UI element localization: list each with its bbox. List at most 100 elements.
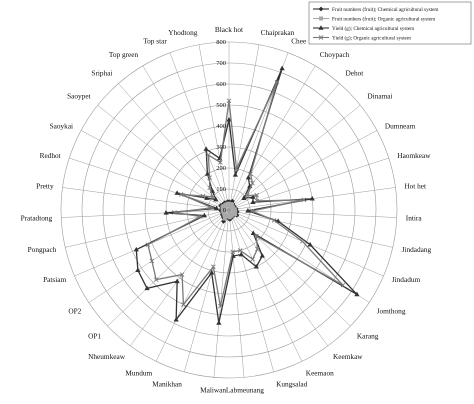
category-label: Manikhan <box>152 380 182 389</box>
tick-label: 100 <box>216 186 226 193</box>
series-2-point <box>173 316 179 322</box>
category-label: Maliwan <box>200 385 226 394</box>
category-label: Keemaon <box>306 369 334 378</box>
category-label: Choypach <box>320 50 350 59</box>
series-3-point <box>210 194 215 200</box>
category-label: OP2 <box>68 307 81 316</box>
series-3-point <box>250 256 256 262</box>
grid-spoke <box>228 209 245 378</box>
series-1-point <box>225 201 230 206</box>
series-2-point <box>213 196 219 202</box>
series-3-point <box>210 205 215 211</box>
series-3-point <box>340 282 346 288</box>
series-2-point <box>250 194 256 199</box>
category-label: Jomthong <box>377 307 406 316</box>
category-label: Labmeunang <box>226 385 264 394</box>
series-3-point <box>181 302 186 307</box>
grid-spoke <box>228 209 328 347</box>
series-3-line <box>147 81 344 307</box>
series-3-point <box>301 197 307 203</box>
category-label: OP1 <box>88 331 101 340</box>
tick-label: 700 <box>216 60 226 67</box>
legend: Fruit numbers (fruit); Chemical agricult… <box>308 1 472 45</box>
series-3-point <box>271 217 277 223</box>
series-3-point <box>207 175 212 180</box>
grid-spoke <box>107 209 230 327</box>
series-3-point <box>218 160 223 165</box>
series-3-point <box>178 192 184 197</box>
legend-box <box>308 1 472 45</box>
series-2-point <box>259 253 265 258</box>
series-2-point <box>238 251 244 257</box>
category-label: Yhodtong <box>168 28 198 37</box>
radial-ticks: 0 100 200 300 400 500 600 700 800 <box>216 39 226 214</box>
category-label: Pongpach <box>28 245 57 254</box>
series-3-point <box>172 210 177 215</box>
category-label: Pretty <box>36 182 54 191</box>
series-3-point <box>230 249 236 255</box>
series-3-point <box>274 79 280 85</box>
grid-spoke <box>88 209 230 303</box>
grid-spoke <box>228 65 316 211</box>
series-2-point <box>174 190 180 195</box>
series-3-point <box>254 192 260 198</box>
grid-spoke <box>69 157 230 211</box>
grid-spoke <box>184 209 230 373</box>
series-3-point <box>249 208 255 214</box>
series-2-point <box>204 171 211 176</box>
series-2-point <box>245 208 251 213</box>
radar-grid <box>60 41 398 379</box>
series-3-point <box>179 272 185 277</box>
series-1 <box>220 201 238 221</box>
legend-label: Fruit numbers (fruit); Organic agricultu… <box>332 15 435 22</box>
series-2-point <box>309 195 315 201</box>
category-label: Dinamai <box>367 92 392 101</box>
grid-spoke <box>130 209 230 347</box>
series-2-point <box>163 210 169 215</box>
grid-spoke <box>228 209 397 218</box>
series-3-point <box>198 214 203 219</box>
tick-label: 300 <box>216 144 226 151</box>
series-2-point <box>216 320 222 325</box>
series-2 <box>133 65 360 325</box>
grid-spoke <box>97 105 230 211</box>
series-3-point <box>254 198 260 204</box>
series-2-point <box>135 267 141 272</box>
series-3-point <box>211 264 216 269</box>
series-3-point <box>153 277 159 282</box>
category-label: Sriphai <box>91 69 112 78</box>
series-3-point <box>255 246 260 252</box>
grid-spoke <box>228 209 274 373</box>
series-2-point <box>253 263 259 269</box>
category-label: Hot het <box>404 182 426 191</box>
grid-spoke <box>213 209 230 378</box>
series-3-point <box>234 166 239 171</box>
category-label: Pratadtong <box>21 213 53 222</box>
category-label: Jindadang <box>402 245 432 254</box>
series-3-point <box>200 193 206 199</box>
grid-spoke <box>198 44 230 211</box>
series-2-point <box>307 241 313 247</box>
grid-spoke <box>228 209 393 248</box>
category-label: Black hot <box>215 25 243 34</box>
series-2-point <box>209 269 215 275</box>
series-2-point <box>213 205 220 211</box>
grid-spoke <box>62 187 230 211</box>
legend-label: Yield (g); Chemical agricultural system <box>332 25 414 32</box>
series-2-point <box>226 116 232 122</box>
category-label: Mundum <box>125 369 152 378</box>
grid-spoke <box>228 209 370 303</box>
series-2-point <box>201 212 208 218</box>
category-label: Redhot <box>40 151 61 160</box>
tick-label: 400 <box>216 123 226 130</box>
series-3-point <box>254 233 259 239</box>
legend-label: Fruit numbers (fruit); Chemical agricult… <box>332 6 438 13</box>
legend-label: Yield (g); Organic agricultural system <box>332 34 411 41</box>
series-1-point <box>225 213 230 218</box>
category-label: Top star <box>143 36 167 45</box>
grid-spoke <box>228 44 260 211</box>
category-label: Saoykai <box>50 122 74 131</box>
grid-spoke <box>228 209 384 277</box>
series-3-point <box>149 258 155 264</box>
